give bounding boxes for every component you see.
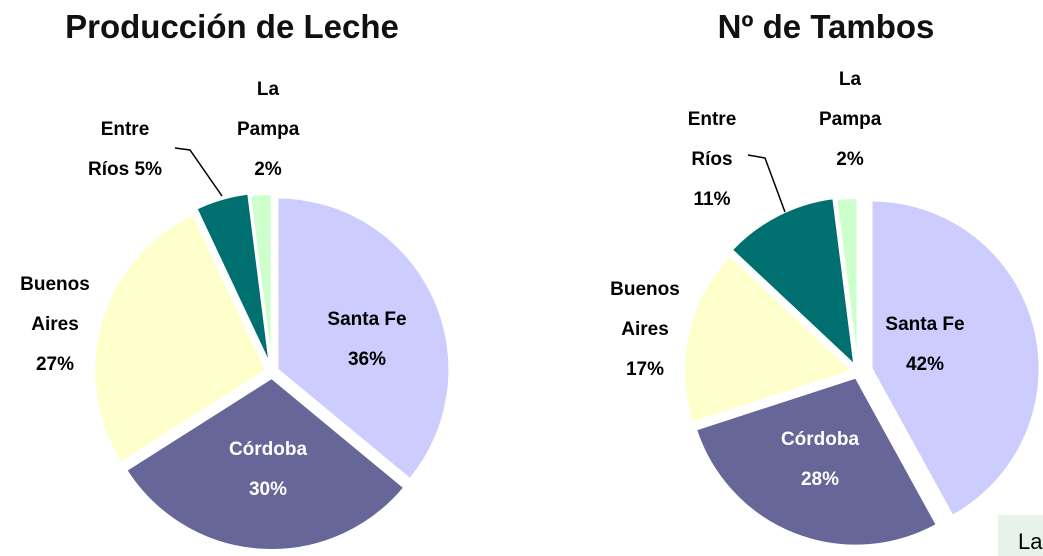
category-label: Santa Fe	[327, 309, 407, 330]
slice-label: La Pampa 2%	[237, 70, 299, 190]
pie-slice	[195, 192, 271, 365]
slice-label: Córdoba 28%	[760, 420, 880, 500]
value-label: 42%	[905, 354, 945, 375]
slice-label: Córdoba 30%	[208, 430, 328, 510]
category-label: La Pampa	[237, 79, 300, 140]
value-label: 30%	[248, 479, 288, 500]
value-label: 11%	[693, 189, 731, 210]
pie-slice	[93, 213, 268, 464]
slice-label: La Pampa 2%	[819, 60, 881, 180]
slice-label: Santa Fe 42%	[865, 305, 985, 385]
fragment: La	[998, 515, 1043, 556]
category-label: La Pampa	[819, 69, 882, 130]
category-label: Córdoba	[780, 429, 860, 450]
value-label: 27%	[35, 354, 75, 375]
value-label: 36%	[347, 349, 387, 370]
chart-title: Producción de Leche	[65, 8, 399, 45]
pie-slice	[694, 376, 939, 547]
pie-slice	[730, 197, 856, 368]
pie-slice	[683, 254, 855, 424]
category-label: Santa Fe	[885, 314, 965, 335]
leader-line	[174, 147, 223, 197]
category-label: Buenos Aires	[610, 279, 680, 340]
category-label: Entre Ríos	[88, 119, 150, 180]
pie-slice	[870, 199, 1041, 518]
slice-label: Entre Ríos 5%	[80, 110, 170, 190]
category-label: Buenos Aires	[20, 274, 90, 335]
slice-label: Santa Fe 36%	[307, 300, 427, 380]
pie-slice	[248, 193, 273, 367]
chart-title: Nº de Tambos	[717, 8, 935, 45]
category-label: Entre Ríos	[687, 109, 737, 170]
value-label: 2%	[254, 159, 282, 180]
value-label: 5%	[134, 159, 162, 180]
slice-label: Buenos Aires 17%	[600, 270, 690, 390]
category-label: Córdoba	[228, 439, 308, 460]
pie-slice	[835, 197, 859, 367]
pie-slice	[276, 196, 451, 481]
slice-label: Buenos Aires 27%	[10, 265, 100, 385]
value-label: 17%	[625, 359, 665, 380]
leader-line	[747, 154, 786, 213]
value-label: 2%	[836, 149, 864, 170]
value-label: 28%	[800, 469, 840, 490]
pie-slice	[125, 376, 406, 551]
slice-label: Entre Ríos 11%	[682, 100, 742, 220]
